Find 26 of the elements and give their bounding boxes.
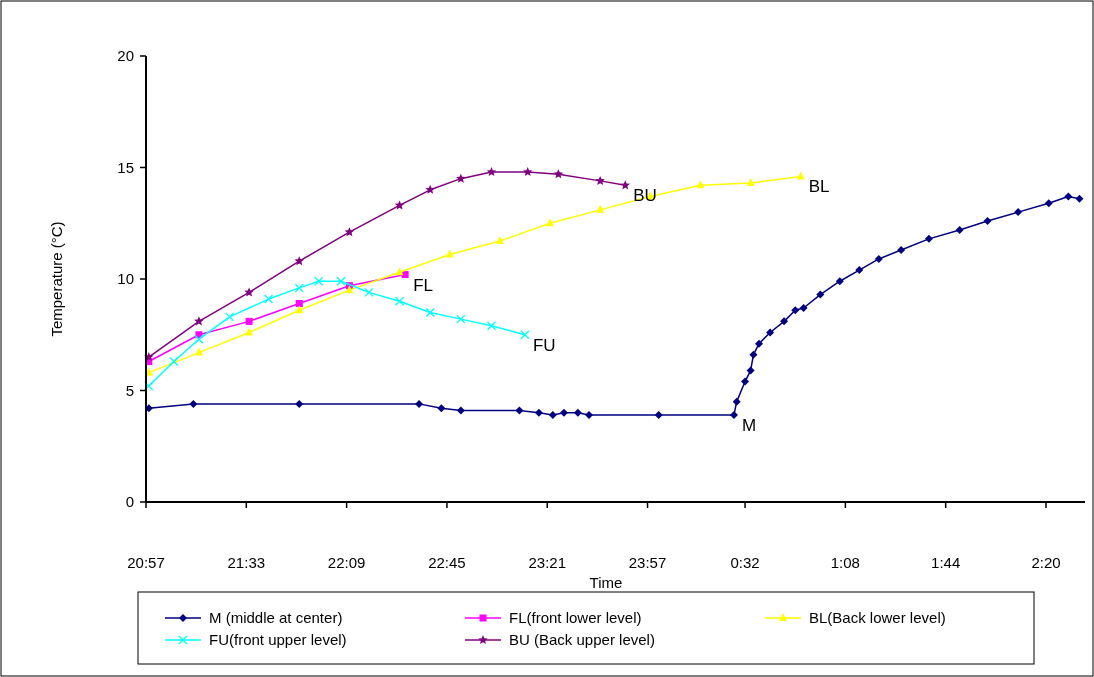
x-axis-title: Time [589,574,623,591]
y-tick-label: 10 [117,270,134,288]
y-axis-title: Temperature (°C) [48,221,65,337]
x-tick-label: 22:45 [428,554,466,571]
x-tick-label: 21:33 [227,554,266,571]
x-tick-label: 23:21 [528,554,567,571]
x-tick-label: 20:57 [127,554,165,571]
x-tick-label: 22:09 [327,554,366,571]
legend-label: BL(Back lower level) [809,609,946,627]
annotation: FL [413,275,433,295]
y-tick-label: 15 [117,158,134,176]
annotation: BL [808,177,830,197]
legend-label: M (middle at center) [209,609,343,627]
x-tick-label: 2:20 [1031,554,1061,571]
legend-label: FL(front lower level) [509,609,642,627]
legend-label: FU(front upper level) [209,631,347,649]
x-tick-label: 0:32 [730,554,760,571]
x-tick-label: 1:08 [830,554,860,571]
x-tick-label: 23:57 [628,554,667,571]
y-tick-label: 20 [117,47,134,65]
y-tick-label: 0 [125,493,134,511]
annotation: M [741,416,757,436]
y-tick-label: 5 [125,381,134,399]
annotation: FU [532,335,556,355]
x-tick-label: 1:44 [931,554,961,571]
legend-label: BU (Back upper level) [509,631,655,649]
